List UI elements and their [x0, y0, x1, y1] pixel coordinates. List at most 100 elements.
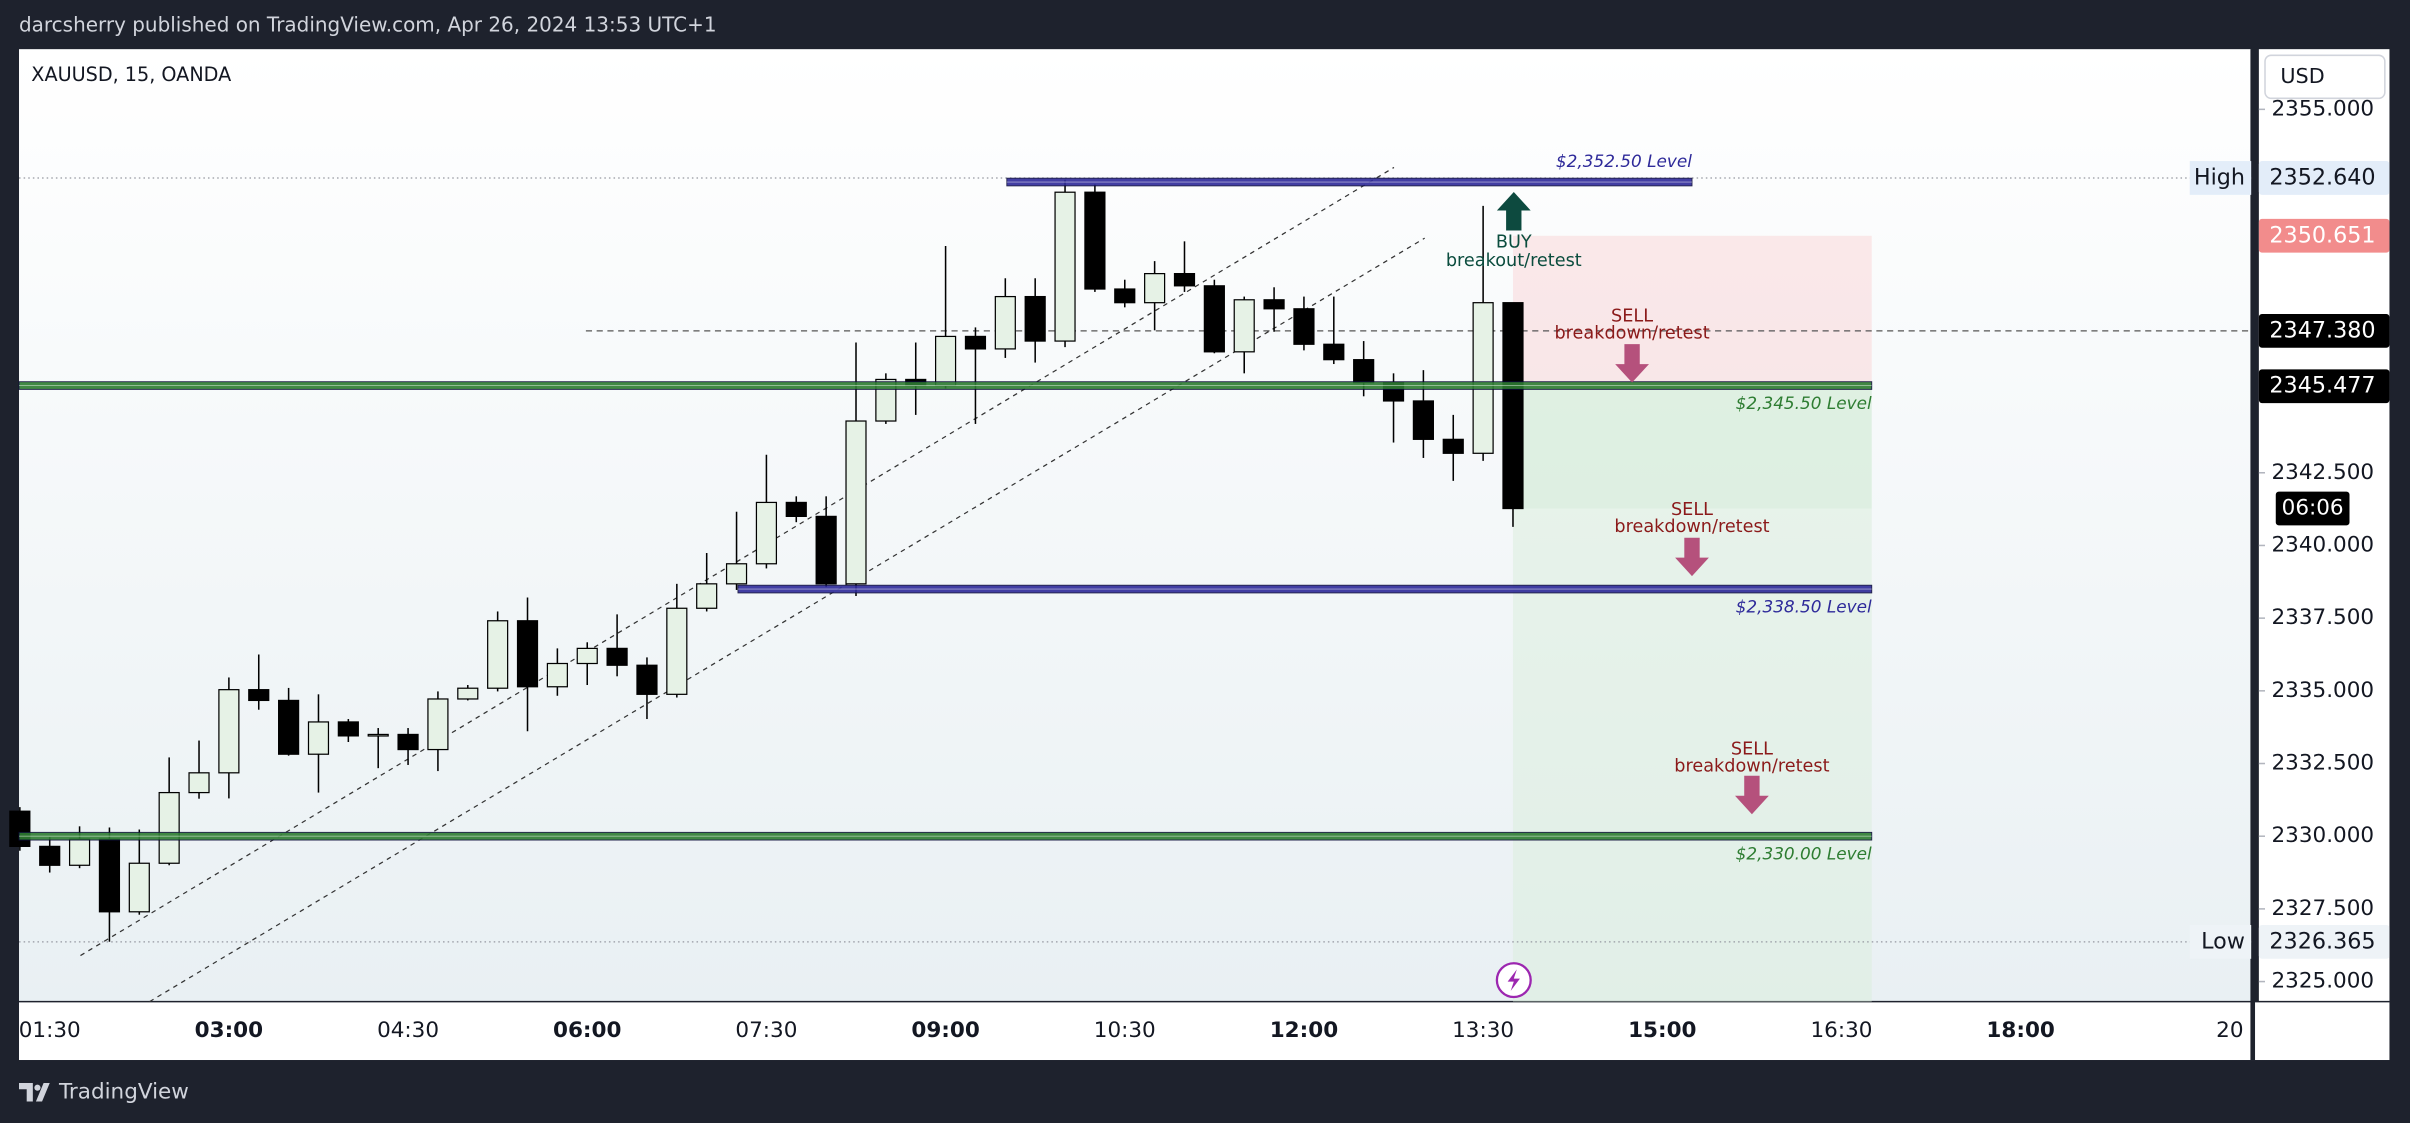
x-tick-label: 16:30 [1810, 1018, 1872, 1043]
candle-body [696, 583, 718, 609]
symbol-title: XAUUSD, 15, OANDA [31, 63, 231, 86]
price-label-box [2258, 313, 2390, 348]
annotation: SELL [1731, 740, 1773, 760]
annotation: breakdown/retest [1614, 517, 1769, 537]
currency[interactable]: USD [2280, 64, 2324, 88]
candle-body [606, 647, 628, 666]
candle-body [1442, 438, 1464, 454]
candle-body [815, 515, 837, 585]
x-tick-label: 13:30 [1452, 1018, 1514, 1043]
price-label-name: High [2194, 164, 2245, 190]
candle-body [367, 733, 389, 737]
candle-body [1293, 308, 1315, 345]
candle-body [128, 862, 150, 913]
x-tick-label: 10:30 [1094, 1018, 1156, 1043]
candle-body [1412, 400, 1434, 440]
candle-body [1502, 302, 1524, 510]
candle-body [1024, 295, 1046, 342]
candle-body [248, 689, 270, 702]
candle-body [1114, 288, 1136, 304]
candle-body [39, 845, 61, 866]
publish-info: darcsherry published on TradingView.com,… [19, 13, 717, 37]
time-axis [19, 1001, 2390, 1061]
candle-body [1144, 272, 1166, 304]
candle-body [1054, 191, 1076, 342]
x-tick-label: 09:00 [911, 1018, 979, 1043]
sell-arrow [1735, 775, 1769, 815]
tv-logo [19, 1083, 50, 1102]
candle-body [1472, 302, 1494, 454]
trend-line [149, 237, 1425, 1003]
sell-arrow [1675, 537, 1709, 577]
countdown: 06:06 [2282, 496, 2344, 521]
candle-body [1203, 285, 1225, 353]
y-tick-label: 2355.000 [2271, 96, 2374, 121]
candle-body [1084, 191, 1106, 290]
y-tick-label: 2342.500 [2271, 460, 2374, 485]
candle-body [576, 647, 598, 665]
price-label-name-box [2189, 161, 2252, 195]
price-label-box [2258, 161, 2390, 195]
candle-body [158, 791, 180, 864]
candle-body [487, 620, 509, 689]
candle-body [9, 810, 31, 847]
footer-brand: TradingView [58, 1079, 189, 1104]
x-tick-label: 15:00 [1628, 1018, 1696, 1043]
annotation: breakdown/retest [1674, 757, 1829, 777]
profit-zone [1512, 508, 1872, 1002]
price-label-box [2258, 218, 2390, 253]
y-tick-label: 2330.000 [2271, 823, 2374, 848]
candle-body [546, 662, 568, 688]
candle-body [845, 420, 867, 585]
candle-body [1233, 299, 1255, 353]
price-label-box [2258, 924, 2390, 959]
annotation: SELL [1671, 500, 1713, 520]
price-label-name: Low [2201, 928, 2245, 954]
stop-zone [1512, 235, 1872, 387]
price-label: 2352.640 [2269, 164, 2375, 190]
candle-body [427, 698, 449, 751]
x-tick-label: 03:00 [195, 1018, 263, 1043]
annotation: SELL [1611, 306, 1653, 326]
candle-body [666, 607, 688, 695]
candle-body [994, 295, 1016, 350]
candle-body [1353, 359, 1375, 384]
x-tick-label: 20 [2216, 1018, 2243, 1043]
candle-body [188, 772, 210, 794]
y-tick-label: 2335.000 [2271, 678, 2374, 703]
level-label: $2,338.50 Level [1736, 597, 1872, 617]
candle-body [1263, 299, 1285, 310]
candle-body [1323, 343, 1345, 361]
price-label: 2345.477 [2269, 373, 2375, 399]
candle-body [964, 335, 987, 350]
candle-body [725, 563, 748, 585]
candle-body [516, 620, 539, 688]
candle-body [1173, 272, 1196, 287]
candle-body [98, 838, 121, 913]
candle-body [337, 721, 359, 737]
candle-body [307, 721, 330, 755]
candle-body [755, 501, 778, 565]
x-tick-label: 06:00 [553, 1018, 621, 1043]
candle-body [397, 733, 419, 751]
candle-body [68, 838, 91, 866]
level-label: $2,345.50 Level [1736, 393, 1872, 413]
x-tick-label: 07:30 [735, 1018, 797, 1043]
y-tick-label: 2340.000 [2271, 532, 2374, 557]
currency-box[interactable] [2264, 54, 2386, 100]
level-label: $2,352.50 Level [1556, 151, 1692, 171]
candle-body [457, 687, 479, 700]
candle-body [934, 335, 957, 387]
annotation: breakout/retest [1446, 251, 1582, 271]
sell-arrow [1615, 344, 1649, 383]
candle-body [278, 699, 300, 755]
alert-icon[interactable] [1495, 962, 1532, 999]
candle-body [785, 501, 807, 517]
x-tick-label: 18:00 [1986, 1018, 2054, 1043]
price-label-name-box [2189, 924, 2252, 959]
y-tick-label: 2332.500 [2271, 751, 2374, 776]
price-label: 2350.651 [2269, 222, 2375, 248]
level-label: $2,330.00 Level [1736, 844, 1872, 864]
